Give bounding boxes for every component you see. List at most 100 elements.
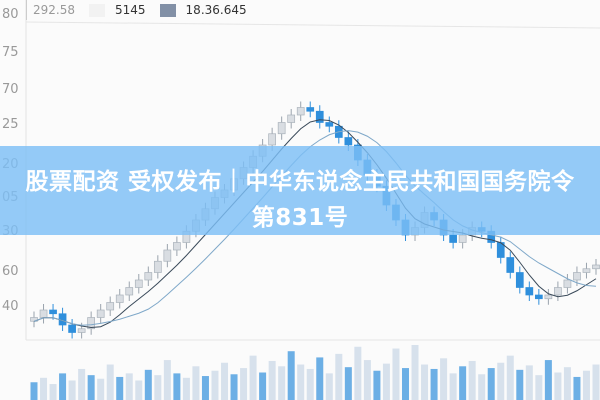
volume-bar [68,380,76,400]
volume-bar [287,351,295,400]
volume-bar [382,363,390,400]
candle-body [163,249,172,262]
volume-bar [154,375,162,400]
candle-body [506,257,515,273]
volume-bar [468,360,476,400]
candle-body [592,264,600,270]
volume-bar [525,365,533,400]
candle-body [525,287,534,296]
volume-bar [240,368,248,400]
candle-body [515,272,524,288]
volume-bar [487,368,495,400]
candle-body [315,110,324,123]
volume-bar [201,376,209,400]
volume-bar [173,373,181,400]
volume-bar [249,355,257,400]
volume-bar [30,382,38,400]
candle-body [296,107,305,116]
y-tick-label: 70 [2,82,19,97]
candle-body [344,137,353,146]
volume-bar [335,353,343,400]
volume-bar [373,370,381,400]
volume-bar [325,373,333,400]
y-tick-label: 25 [2,117,19,132]
candle-body [106,302,115,311]
candle-body [115,294,124,303]
volume-bar [573,376,581,400]
volume-bar [497,362,505,400]
candle-body [582,268,591,273]
volume-bar [516,369,524,400]
grid-line [25,21,600,29]
chart-legend: 292.58 5145 18.36.645 [26,0,247,20]
volume-bar [478,374,486,400]
candle-body [458,234,467,243]
candle-body [96,309,105,318]
volume-bar [78,368,86,400]
volume-bar [592,364,600,400]
headline-line-1: 股票配资 受权发布｜中华东说念主民共和国国务院令 [25,169,575,195]
volume-bar [459,366,467,400]
candle-body [173,242,181,251]
candle-body [77,328,86,333]
volume-bar [221,362,229,400]
candle-body [87,317,96,330]
candle-body [268,133,276,146]
volume-bar [182,377,190,400]
volume-bar [278,366,286,400]
candle-body [49,309,57,315]
volume-bar [87,375,95,400]
volume-bar [297,364,305,400]
volume-bar [135,380,143,400]
volume-bar [449,373,457,400]
candle-body [134,279,143,288]
volume-bar [544,360,552,400]
volume-bar [582,370,590,400]
volume-bar [354,346,362,400]
volume-bar [125,373,133,400]
volume-bar [316,357,324,400]
volume-bar [430,368,438,400]
volume-bar [144,369,152,400]
candle-body [277,122,286,135]
ma-long-line [33,130,597,326]
y-tick-label: 40 [2,299,19,314]
candle-body [153,260,162,273]
volume-bar [163,360,171,400]
candle-body [573,272,581,281]
title-banner [0,146,600,235]
candle-body [39,309,48,318]
candle-body [325,122,334,127]
candle-body [306,107,315,112]
volume-bar [192,366,200,400]
y-tick-label: 80 [2,7,19,22]
volume-bar [506,355,514,400]
y-tick-label: 60 [2,264,19,279]
volume-bar [554,372,562,400]
candle-body [287,114,296,123]
volume-bar [421,364,429,400]
volume-bar [440,358,448,400]
ma-short-line [33,119,597,329]
candle-body [563,279,572,288]
volume-bar [211,370,219,400]
volume-bar [106,364,114,400]
volume-bar [49,384,57,400]
candle-body [544,294,553,300]
volume-bar [40,377,48,400]
volume-bar [259,372,267,400]
volume-bar [411,345,419,400]
volume-bar [230,374,238,400]
volume-bar [401,368,409,400]
legend-value-a: 292.58 [33,3,75,17]
legend-value-c: 18.36.645 [185,3,247,17]
volume-bar [344,367,352,400]
volume-bar [306,368,314,400]
candle-body [554,287,562,296]
candle-body [125,287,134,296]
volume-bar [535,375,543,400]
candle-body [144,272,153,281]
candle-body [534,294,543,300]
volume-bar [563,367,571,400]
y-tick-label: 75 [2,45,19,60]
